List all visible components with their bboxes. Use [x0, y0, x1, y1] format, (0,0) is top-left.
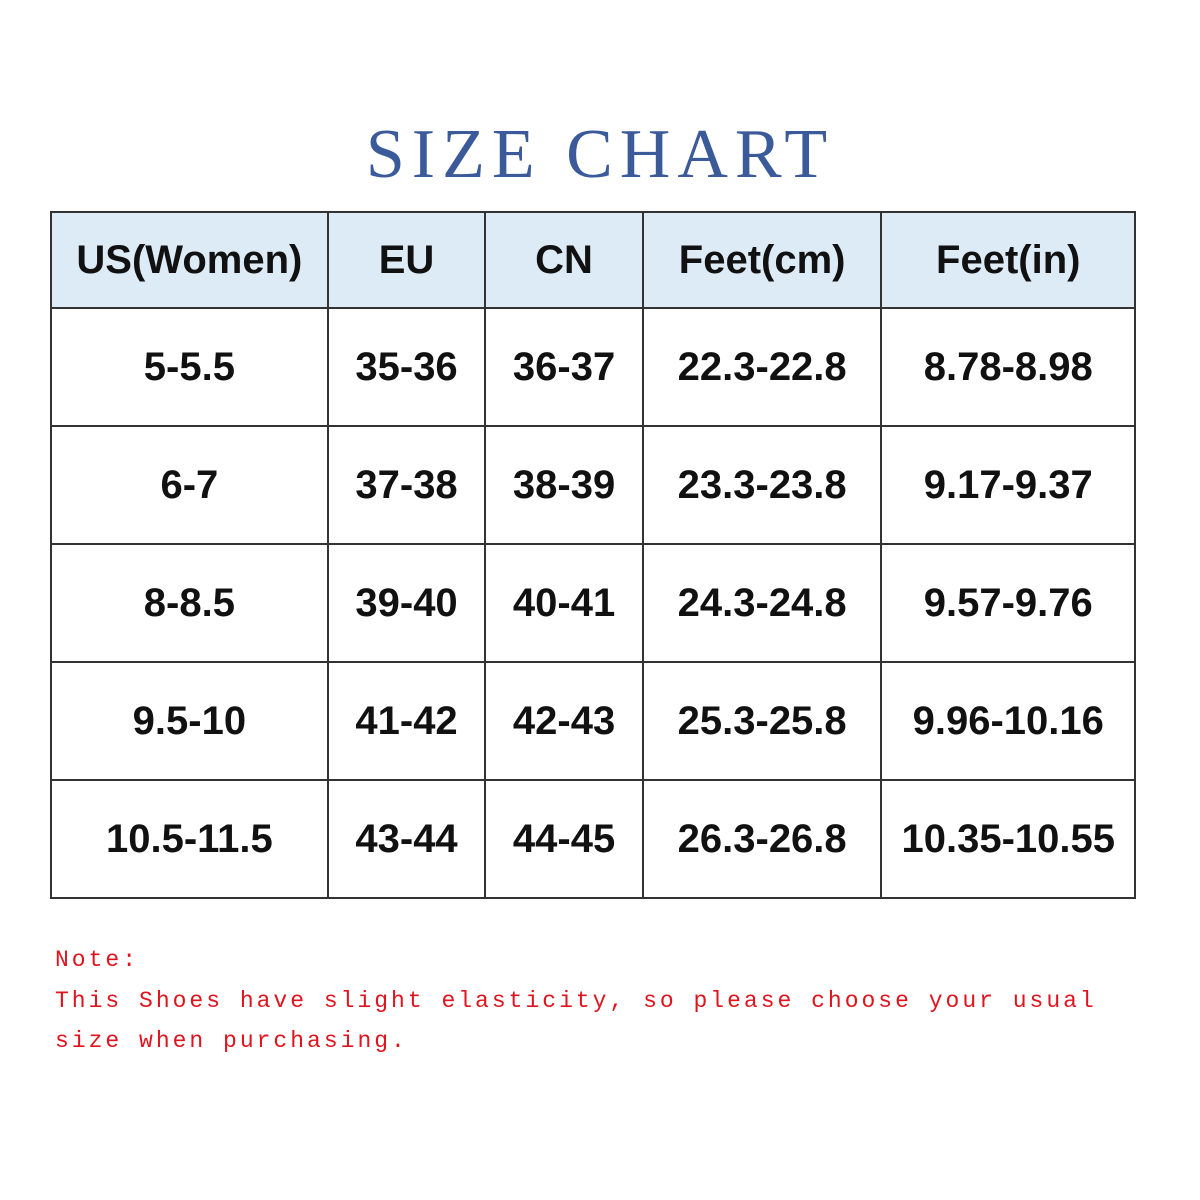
table-row: 5-5.5 35-36 36-37 22.3-22.8 8.78-8.98 [50, 307, 1136, 427]
header-cell: CN [484, 211, 644, 309]
table-cell: 42-43 [484, 661, 644, 781]
table-cell: 38-39 [484, 425, 644, 545]
table-cell: 25.3-25.8 [641, 661, 883, 781]
note: Note: This Shoes have slight elasticity,… [55, 940, 1155, 1062]
note-label: Note: [55, 947, 140, 973]
table-cell: 10.35-10.55 [880, 779, 1136, 899]
table-cell: 44-45 [484, 779, 644, 899]
table-cell: 9.96-10.16 [880, 661, 1136, 781]
header-cell: US(Women) [50, 211, 329, 309]
page-title: SIZE CHART [365, 116, 835, 193]
note-line: This Shoes have slight elasticity, so pl… [55, 987, 1097, 1014]
table-cell: 36-37 [484, 307, 644, 427]
table-row: 6-7 37-38 38-39 23.3-23.8 9.17-9.37 [50, 425, 1136, 545]
table-row: 10.5-11.5 43-44 44-45 26.3-26.8 10.35-10.55 [50, 779, 1136, 899]
table-cell: 22.3-22.8 [641, 307, 883, 427]
table-cell: 37-38 [326, 425, 487, 545]
table-cell: 23.3-23.8 [641, 425, 883, 545]
table-cell: 9.17-9.37 [880, 425, 1136, 545]
table-cell: 24.3-24.8 [641, 543, 883, 663]
table-cell: 9.5-10 [50, 661, 329, 781]
header-row: US(Women) EU CN Feet(cm) Feet(in) [50, 211, 1136, 309]
table-cell: 39-40 [326, 543, 487, 663]
table-cell: 6-7 [50, 425, 329, 545]
table-cell: 8-8.5 [50, 543, 329, 663]
table-cell: 43-44 [326, 779, 487, 899]
table-cell: 41-42 [326, 661, 487, 781]
table-cell: 40-41 [484, 543, 644, 663]
table-cell: 5-5.5 [50, 307, 329, 427]
header-cell: EU [326, 211, 487, 309]
table-cell: 8.78-8.98 [880, 307, 1136, 427]
table-row: 8-8.5 39-40 40-41 24.3-24.8 9.57-9.76 [50, 543, 1136, 663]
note-line: size when purchasing. [55, 1028, 408, 1054]
header-cell: Feet(cm) [641, 211, 883, 309]
table-cell: 26.3-26.8 [641, 779, 883, 899]
table-cell: 35-36 [326, 307, 487, 427]
table-row: 9.5-10 41-42 42-43 25.3-25.8 9.96-10.16 [50, 661, 1136, 781]
header-cell: Feet(in) [880, 211, 1136, 309]
size-chart-table: US(Women) EU CN Feet(cm) Feet(in) 5-5.5 3… [50, 211, 1136, 899]
table-cell: 10.5-11.5 [50, 779, 329, 899]
table-cell: 9.57-9.76 [880, 543, 1136, 663]
